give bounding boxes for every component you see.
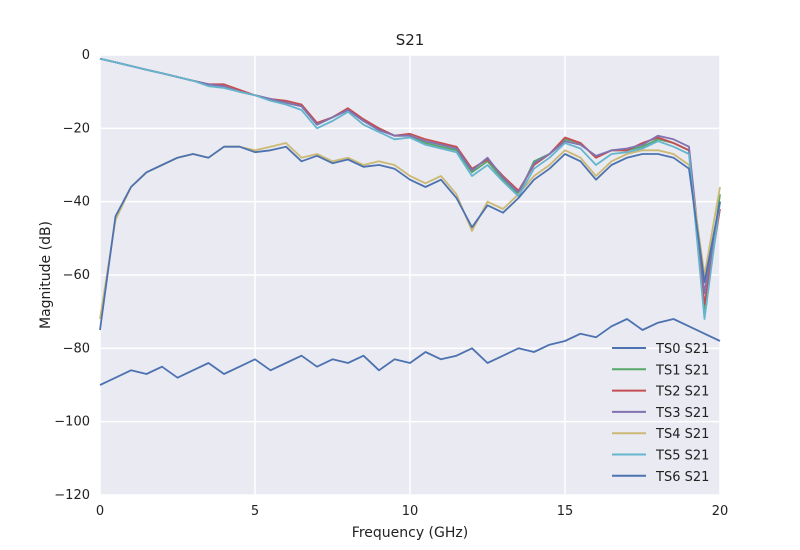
y-tick-label: −40 bbox=[63, 195, 90, 210]
series-line-ts3 bbox=[99, 57, 721, 295]
series-lines bbox=[99, 57, 721, 386]
series-line-ts5 bbox=[99, 57, 721, 320]
x-tick-label: 10 bbox=[402, 504, 419, 519]
y-tick-label: 0 bbox=[82, 48, 90, 63]
y-tick-label: −20 bbox=[63, 121, 90, 136]
y-axis-ticks: 0 −20 −40 −60 −80 −100 −120 bbox=[54, 48, 90, 503]
y-tick-label: −100 bbox=[54, 415, 90, 430]
legend: TS0 S21 TS1 S21 TS2 S21 TS3 S21 TS4 S21 TS5 S… bbox=[612, 342, 709, 485]
legend-label: TS2 S21 bbox=[655, 385, 709, 400]
x-tick-label: 20 bbox=[712, 504, 729, 519]
legend-label: TS4 S21 bbox=[655, 427, 709, 442]
legend-label: TS1 S21 bbox=[655, 363, 709, 378]
x-tick-label: 15 bbox=[557, 504, 574, 519]
legend-label: TS0 S21 bbox=[655, 342, 709, 357]
y-tick-label: −120 bbox=[54, 488, 90, 503]
series-line-ts0 bbox=[99, 318, 721, 386]
legend-label: TS6 S21 bbox=[655, 470, 709, 485]
y-tick-label: −60 bbox=[63, 268, 90, 283]
x-tick-label: 5 bbox=[251, 504, 259, 519]
x-tick-label: 0 bbox=[96, 504, 104, 519]
legend-label: TS3 S21 bbox=[655, 406, 709, 421]
x-axis-label: Frequency (GHz) bbox=[352, 525, 468, 541]
x-axis-ticks: 0 5 10 15 20 bbox=[96, 504, 728, 519]
legend-label: TS5 S21 bbox=[655, 449, 709, 464]
y-tick-label: −80 bbox=[63, 341, 90, 356]
chart-title: S21 bbox=[396, 31, 425, 49]
series-line-ts6 bbox=[99, 145, 721, 331]
y-axis-label: Magnitude (dB) bbox=[38, 221, 54, 329]
